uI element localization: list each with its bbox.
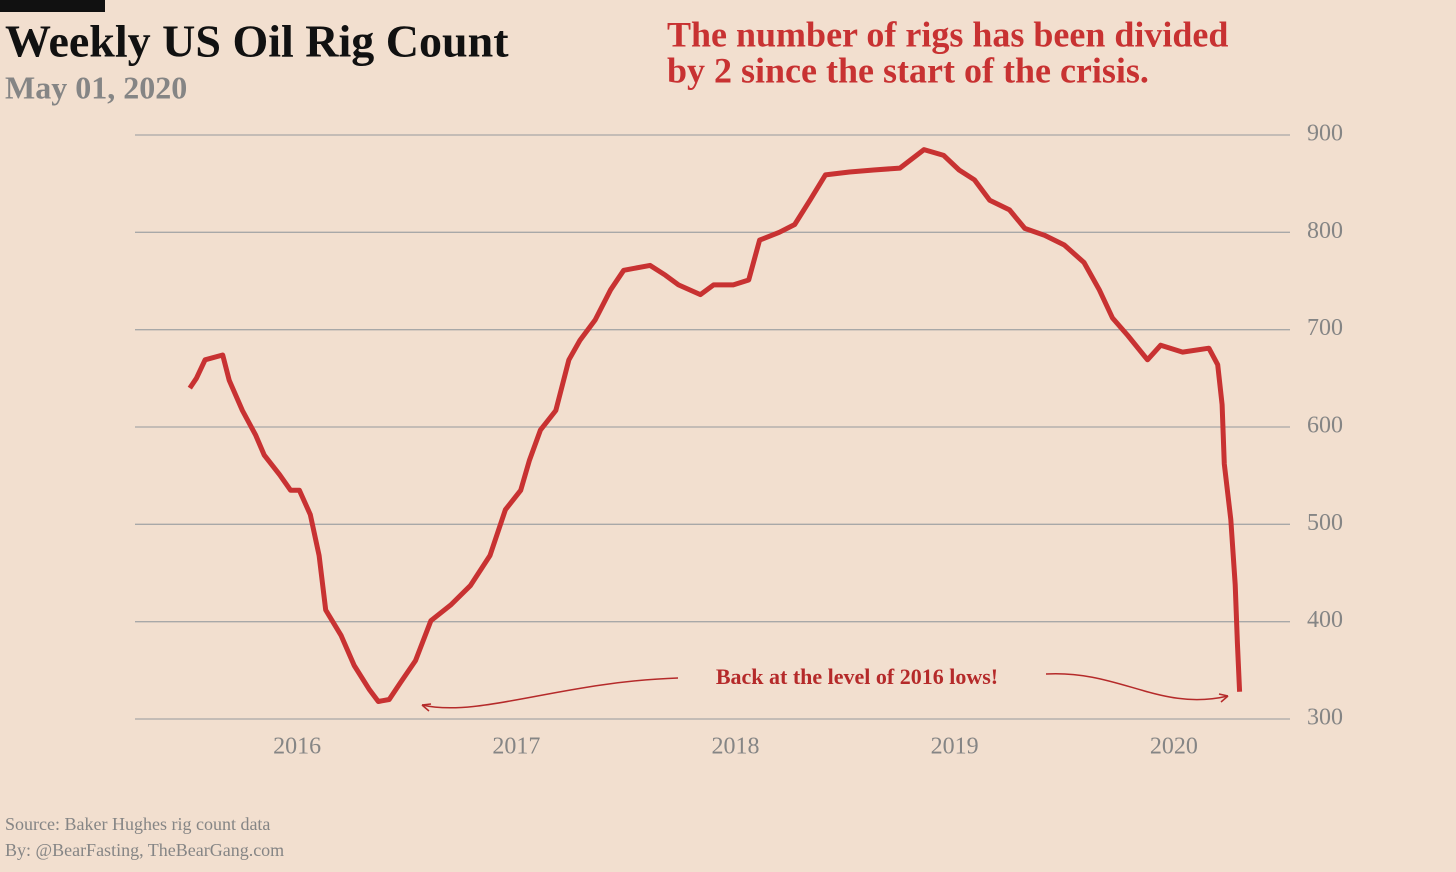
y-tick-label: 800 (1307, 218, 1343, 244)
source: Source: Baker Hughes rig count data (5, 814, 270, 834)
annotation: The number of rigs has been divided (667, 14, 1228, 54)
y-tick-label: 500 (1307, 510, 1343, 536)
x-tick-label: 2016 (273, 734, 321, 760)
y-tick-label: 600 (1307, 413, 1343, 439)
callout: Back at the level of 2016 lows! (716, 664, 998, 689)
callout-arrow (421, 677, 679, 709)
arrow-head (421, 703, 432, 712)
chart-title: Weekly US Oil Rig Count (5, 16, 509, 67)
chart-subtitle: May 01, 2020 (5, 69, 187, 105)
x-tick-label: 2018 (712, 734, 760, 760)
callout-arrow (1045, 673, 1229, 701)
x-tick-label: 2019 (931, 734, 979, 760)
annotation: by 2 since the start of the crisis. (667, 50, 1149, 90)
x-tick-label: 2017 (492, 734, 540, 760)
arrow-head (1218, 693, 1229, 703)
x-tick-label: 2020 (1150, 734, 1198, 760)
y-tick-label: 300 (1307, 705, 1343, 731)
top-bar (0, 0, 105, 12)
byline: By: @BearFasting, TheBearGang.com (5, 840, 284, 860)
y-tick-label: 700 (1307, 315, 1343, 341)
line (187, 147, 1243, 704)
y-tick-label: 900 (1307, 121, 1343, 147)
y-tick-label: 400 (1307, 607, 1343, 633)
